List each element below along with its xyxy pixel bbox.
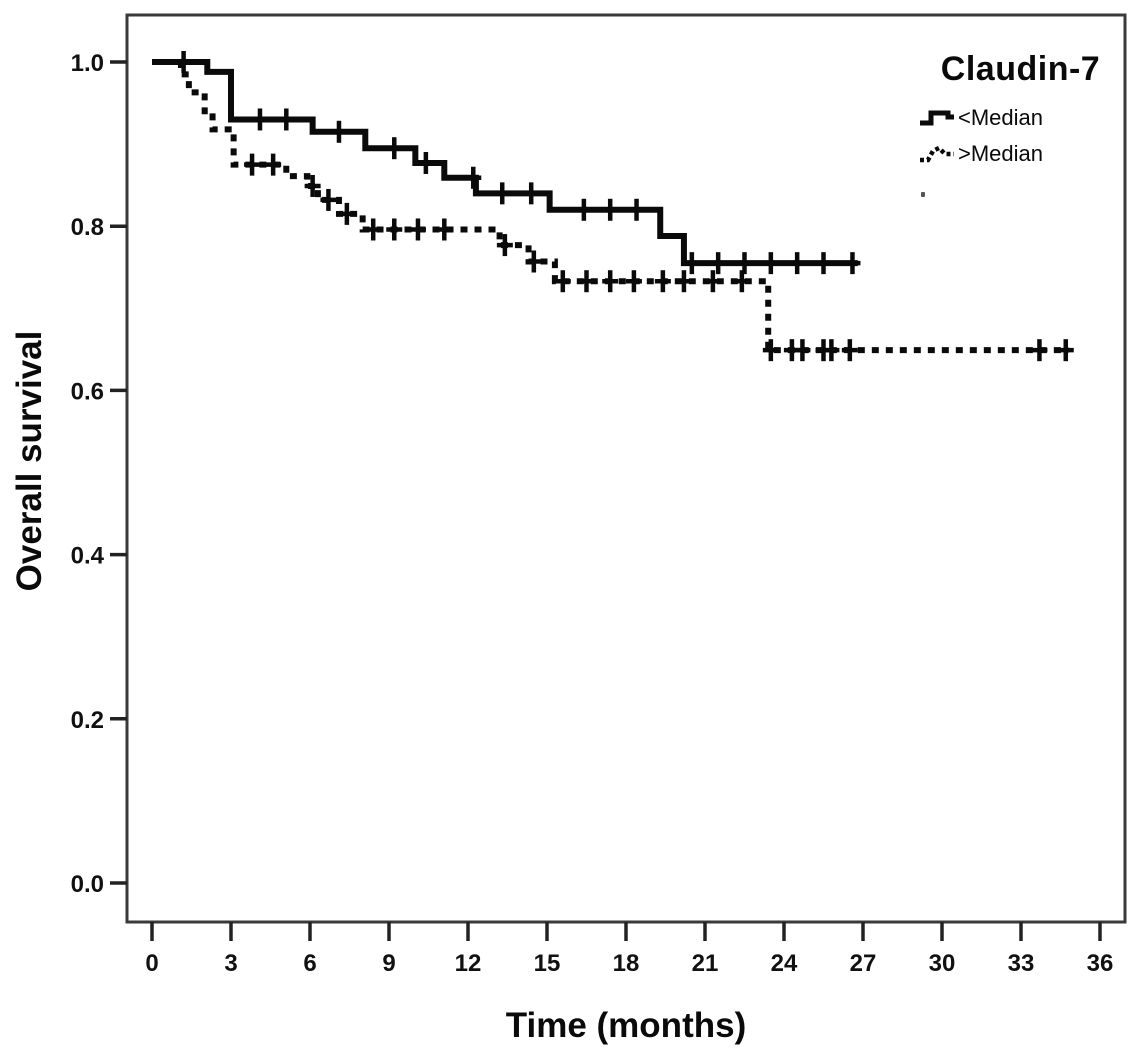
x-axis-title: Time (months)	[505, 1006, 747, 1045]
solid-step-line-icon	[920, 110, 954, 126]
x-tick-label: 3	[224, 950, 237, 977]
y-axis-title: Overall survival	[10, 330, 49, 592]
legend-title: Claudin-7	[940, 50, 1101, 88]
legend-item-above-median: >Median	[918, 139, 1123, 169]
y-tick-label: 0.2	[71, 707, 104, 734]
y-tick-label: 0.8	[71, 214, 104, 241]
y-tick-label: 0.6	[71, 378, 104, 405]
legend: Claudin-7 <Median >Median	[918, 50, 1123, 175]
dashed-step-line-icon	[920, 145, 954, 163]
x-tick-label: 18	[613, 950, 640, 977]
x-tick-label: 9	[382, 950, 395, 977]
legend-label: <Median	[958, 105, 1044, 130]
x-tick-label: 6	[303, 950, 316, 977]
x-tick-label: 15	[534, 950, 561, 977]
y-tick-label: 0.4	[71, 543, 105, 570]
x-tick-label: 33	[1008, 950, 1035, 977]
legend-label: >Median	[958, 141, 1044, 166]
x-tick-label: 27	[850, 950, 877, 977]
x-tick-label: 30	[929, 950, 956, 977]
x-tick-label: 21	[692, 950, 719, 977]
y-tick-label: 1.0	[71, 50, 104, 77]
y-tick-label: 0.0	[71, 871, 104, 898]
legend-item-below-median: <Median	[918, 103, 1123, 133]
x-tick-label: 36	[1087, 950, 1114, 977]
x-tick-label: 12	[455, 950, 482, 977]
stray-mark-icon	[921, 192, 925, 197]
x-tick-label: 24	[771, 950, 798, 977]
x-tick-label: 0	[145, 950, 158, 977]
